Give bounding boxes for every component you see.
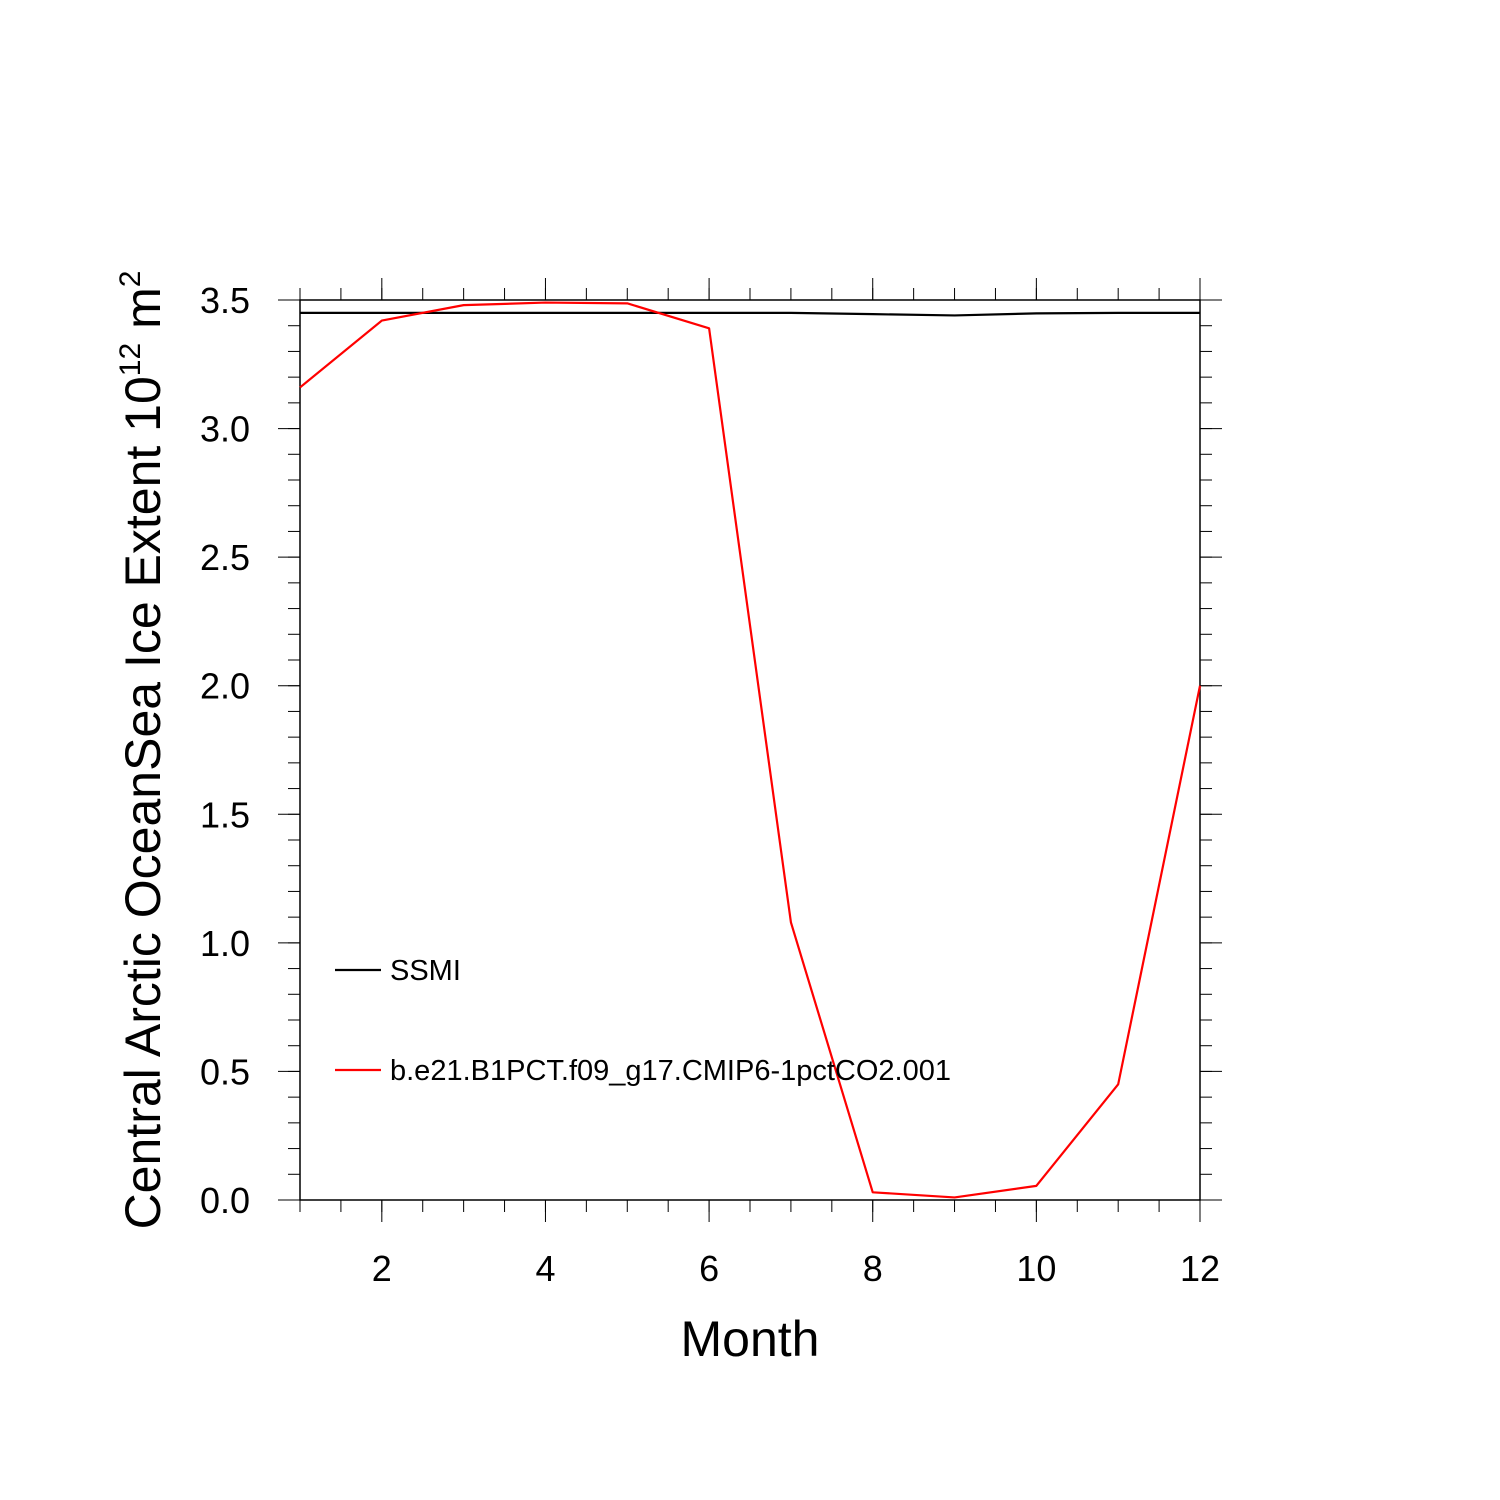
x-tick-label: 6 xyxy=(699,1248,719,1289)
y-tick-label: 3.5 xyxy=(200,280,250,321)
x-tick-label: 8 xyxy=(863,1248,883,1289)
x-tick-label: 4 xyxy=(535,1248,555,1289)
x-tick-label: 12 xyxy=(1180,1248,1220,1289)
y-axis-label-exponent: 12 xyxy=(114,343,147,376)
y-tick-label: 0.0 xyxy=(200,1180,250,1221)
x-tick-label: 10 xyxy=(1016,1248,1056,1289)
y-tick-label: 2.0 xyxy=(200,666,250,707)
y-tick-label: 0.5 xyxy=(200,1051,250,1092)
series-line-2 xyxy=(299,301,1202,1199)
series-layer xyxy=(299,301,1202,1199)
axis-ticks: 2 4 6 8 10 12 0.0 0.5 1.0 1.5 2.0 2.5 3.0 3.5 xyxy=(200,278,1222,1289)
x-tick-label: 2 xyxy=(372,1248,392,1289)
legend-label-2: b.e21.B1PCT.f09_g17.CMIP6-1pctCO2.001 xyxy=(390,1055,951,1087)
series-line-1 xyxy=(300,311,1200,317)
y-axis-label-text: Central Arctic OceanSea Ice Extent 10 xyxy=(115,376,171,1229)
y-tick-label: 2.5 xyxy=(200,537,250,578)
y-tick-label: 1.0 xyxy=(200,923,250,964)
y-axis-label: Central Arctic OceanSea Ice Extent 1012 … xyxy=(114,271,171,1230)
x-axis-label: Month xyxy=(681,1311,820,1367)
y-axis-label-unit-exponent: 2 xyxy=(114,271,147,288)
y-axis-label-unit: m xyxy=(115,287,171,343)
legend: SSMI b.e21.B1PCT.f09_g17.CMIP6-1pctCO2.00… xyxy=(335,955,951,1087)
y-tick-label: 3.0 xyxy=(200,409,250,450)
legend-label-1: SSMI xyxy=(390,955,461,987)
y-tick-label: 1.5 xyxy=(200,794,250,835)
